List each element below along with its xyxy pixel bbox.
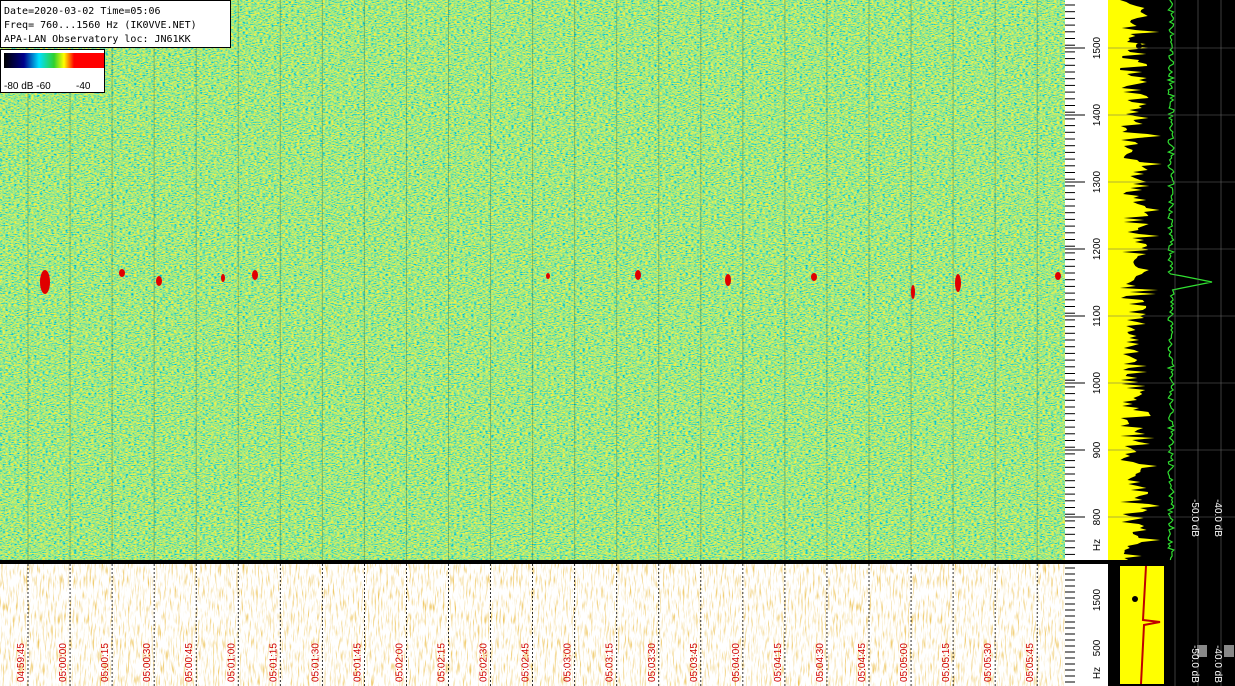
freq-label: 1400 <box>1092 103 1103 126</box>
info-line: APA-LAN Observatory loc: JN61KK <box>4 34 191 45</box>
time-label: 05:02:30 <box>479 643 490 682</box>
time-label: 05:02:45 <box>521 643 532 682</box>
time-label: 05:01:00 <box>226 643 237 682</box>
time-label: 05:04:15 <box>773 643 784 682</box>
colorbar <box>4 53 104 68</box>
time-label: 05:05:30 <box>983 643 994 682</box>
time-label: 05:04:00 <box>731 643 742 682</box>
db-label: -50.0 dB <box>1189 499 1200 537</box>
freq-label: 1500 <box>1092 36 1103 59</box>
freq-axis-ticks: 1500 1400 1300 1200 1100 1000 900 800 Hz 1500 500 H… <box>1065 4 1103 683</box>
time-label: 05:01:30 <box>310 643 321 682</box>
time-label: 05:04:30 <box>815 643 826 682</box>
lower-time-grid: 04:59:45 05:00:00 05:00:15 05:00:30 05:00:45… <box>16 564 1038 686</box>
scroll-handle[interactable] <box>1224 645 1234 657</box>
info-line: Freq= 760...1560 Hz (IK0VVE.NET) <box>4 20 197 31</box>
marker <box>1136 43 1142 49</box>
time-label: 05:00:15 <box>100 643 111 682</box>
freq-label: 1100 <box>1092 305 1103 327</box>
scroll-handle[interactable] <box>1197 645 1207 657</box>
colorbar-label: -40 <box>76 81 91 92</box>
spectrum-grid: -50.0 dB -40.0 dB -50.0 dB -40.0 dB <box>1108 0 1235 686</box>
time-label: 05:04:45 <box>857 643 868 682</box>
freq-label: 1000 <box>1092 371 1103 394</box>
lower-marker <box>1132 596 1138 602</box>
freq-label: 1500 <box>1092 588 1103 611</box>
freq-label: 500 <box>1092 639 1103 656</box>
waterfall-time-lines <box>27 0 1038 560</box>
time-label: 05:03:00 <box>563 643 574 682</box>
time-label: 05:05:15 <box>941 643 952 682</box>
lower-spectrum-trace <box>1140 565 1161 685</box>
spectrum-fill <box>1108 0 1162 560</box>
waterfall-noise <box>0 0 1065 560</box>
freq-unit: Hz <box>1092 667 1103 679</box>
lower-freq-axis <box>1065 564 1108 686</box>
time-label: 05:05:00 <box>899 643 910 682</box>
freq-label: 900 <box>1092 441 1103 458</box>
freq-label: 800 <box>1092 508 1103 525</box>
time-label: 05:03:30 <box>647 643 658 682</box>
db-label: -40.0 dB <box>1212 645 1223 683</box>
db-label: -40.0 dB <box>1212 499 1223 537</box>
freq-label: 1300 <box>1092 170 1103 193</box>
time-label: 05:05:45 <box>1025 643 1036 682</box>
time-label: 04:59:45 <box>16 643 27 682</box>
freq-unit: Hz <box>1092 539 1103 551</box>
info-line: Date=2020-03-02 Time=05:06 <box>4 6 161 17</box>
time-label: 05:02:00 <box>394 643 405 682</box>
time-label: 05:00:30 <box>142 643 153 682</box>
info-box <box>0 0 231 48</box>
time-label: 05:03:15 <box>605 643 616 682</box>
time-label: 05:03:45 <box>689 643 700 682</box>
colorbar-label: -80 dB -60 <box>4 81 51 92</box>
meteor-echoes <box>40 269 1061 299</box>
db-label: -50.0 dB <box>1189 645 1200 683</box>
freq-label: 1200 <box>1092 237 1103 260</box>
time-label: 05:00:00 <box>58 643 69 682</box>
time-label: 05:01:15 <box>268 643 279 682</box>
spectrum-line <box>1166 0 1213 561</box>
time-label: 05:02:15 <box>437 643 448 682</box>
time-label: 05:00:45 <box>184 643 195 682</box>
panel-separator <box>0 560 1235 564</box>
time-label: 05:01:45 <box>352 643 363 682</box>
